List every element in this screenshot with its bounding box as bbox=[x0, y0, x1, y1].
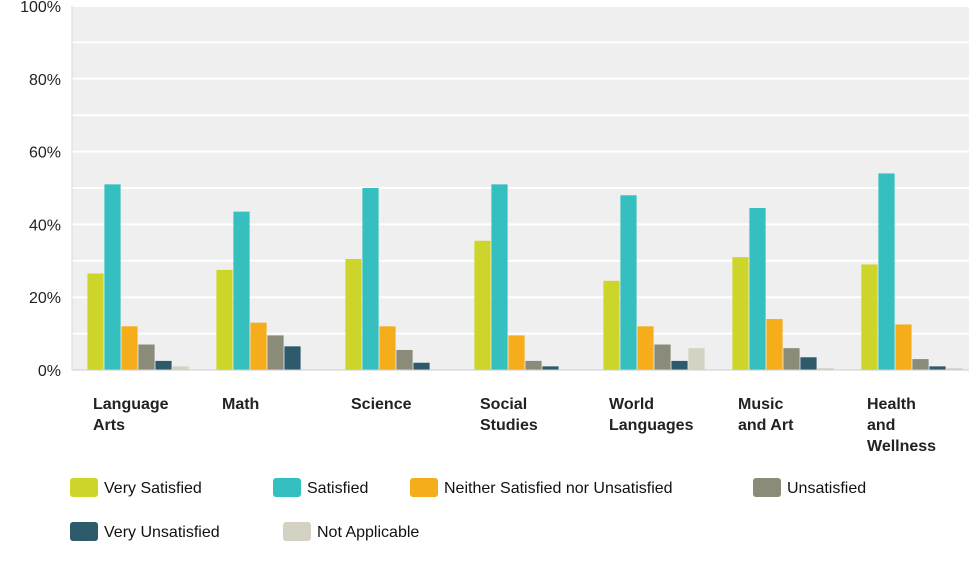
legend-label: Not Applicable bbox=[317, 524, 419, 541]
bar bbox=[87, 273, 104, 370]
bar bbox=[895, 324, 912, 370]
bar bbox=[121, 326, 138, 370]
bar bbox=[284, 346, 301, 370]
bar bbox=[878, 173, 895, 370]
y-tick-label: 80% bbox=[29, 72, 61, 89]
bar bbox=[929, 366, 946, 370]
bar bbox=[525, 360, 542, 370]
bar bbox=[783, 348, 800, 370]
bar bbox=[491, 184, 508, 370]
bar bbox=[155, 360, 172, 370]
bar bbox=[637, 326, 654, 370]
legend-label: Satisfied bbox=[307, 480, 368, 497]
bar bbox=[172, 366, 189, 370]
grid-lines bbox=[72, 5, 969, 370]
legend-label: Very Unsatisfied bbox=[104, 524, 220, 541]
bar bbox=[379, 326, 396, 370]
x-category-label: Social Studies bbox=[480, 396, 538, 434]
bar bbox=[671, 360, 688, 370]
bar bbox=[345, 258, 362, 370]
bar bbox=[912, 359, 929, 370]
x-category-label: Health and Wellness bbox=[867, 396, 936, 455]
y-tick-label: 60% bbox=[29, 145, 61, 162]
legend-item: Very Satisfied bbox=[70, 478, 202, 497]
bar bbox=[946, 368, 963, 370]
y-tick-label: 20% bbox=[29, 290, 61, 307]
y-tick-label: 0% bbox=[38, 363, 61, 380]
bar bbox=[749, 208, 766, 370]
legend-swatch bbox=[283, 522, 311, 541]
legend-swatch bbox=[273, 478, 301, 497]
bar bbox=[267, 335, 284, 370]
bar bbox=[800, 357, 817, 370]
legend-swatch bbox=[753, 478, 781, 497]
bar bbox=[732, 257, 749, 370]
bar bbox=[766, 319, 783, 370]
bar bbox=[654, 344, 671, 370]
bar bbox=[603, 280, 620, 370]
bar bbox=[396, 349, 413, 370]
bar bbox=[620, 195, 637, 370]
bar bbox=[861, 264, 878, 370]
legend-swatch bbox=[70, 478, 98, 497]
legend-item: Neither Satisfied nor Unsatisfied bbox=[410, 478, 673, 497]
legend-label: Unsatisfied bbox=[787, 480, 866, 497]
axes: 0% 20% 40% 60% 80% 100% Language Arts Math Scienc… bbox=[20, 0, 969, 455]
legend-item: Satisfied bbox=[273, 478, 368, 497]
legend: Very Satisfied Satisfied Neither Satisfied… bbox=[70, 478, 866, 541]
y-tick-label: 100% bbox=[20, 0, 61, 16]
x-category-label: Language Arts bbox=[93, 396, 169, 434]
legend-label: Neither Satisfied nor Unsatisfied bbox=[444, 480, 673, 497]
bar bbox=[216, 269, 233, 370]
bar bbox=[233, 211, 250, 370]
bar bbox=[362, 188, 379, 370]
legend-swatch bbox=[70, 522, 98, 541]
bar bbox=[250, 322, 267, 370]
bar bbox=[474, 240, 491, 370]
legend-item: Very Unsatisfied bbox=[70, 522, 220, 541]
legend-label: Very Satisfied bbox=[104, 480, 202, 497]
bar bbox=[542, 366, 559, 370]
x-category-label: Math bbox=[222, 396, 259, 413]
legend-swatch bbox=[410, 478, 438, 497]
bar bbox=[508, 335, 525, 370]
bar bbox=[138, 344, 155, 370]
legend-item: Not Applicable bbox=[283, 522, 419, 541]
bar bbox=[104, 184, 121, 370]
legend-item: Unsatisfied bbox=[753, 478, 866, 497]
x-category-label: Music and Art bbox=[738, 396, 794, 434]
y-tick-label: 40% bbox=[29, 217, 61, 234]
bar bbox=[817, 368, 834, 370]
bar bbox=[688, 348, 705, 370]
bar bbox=[413, 362, 430, 370]
bars bbox=[87, 173, 963, 370]
x-category-label: World Languages bbox=[609, 396, 694, 434]
x-category-label: Science bbox=[351, 396, 412, 413]
